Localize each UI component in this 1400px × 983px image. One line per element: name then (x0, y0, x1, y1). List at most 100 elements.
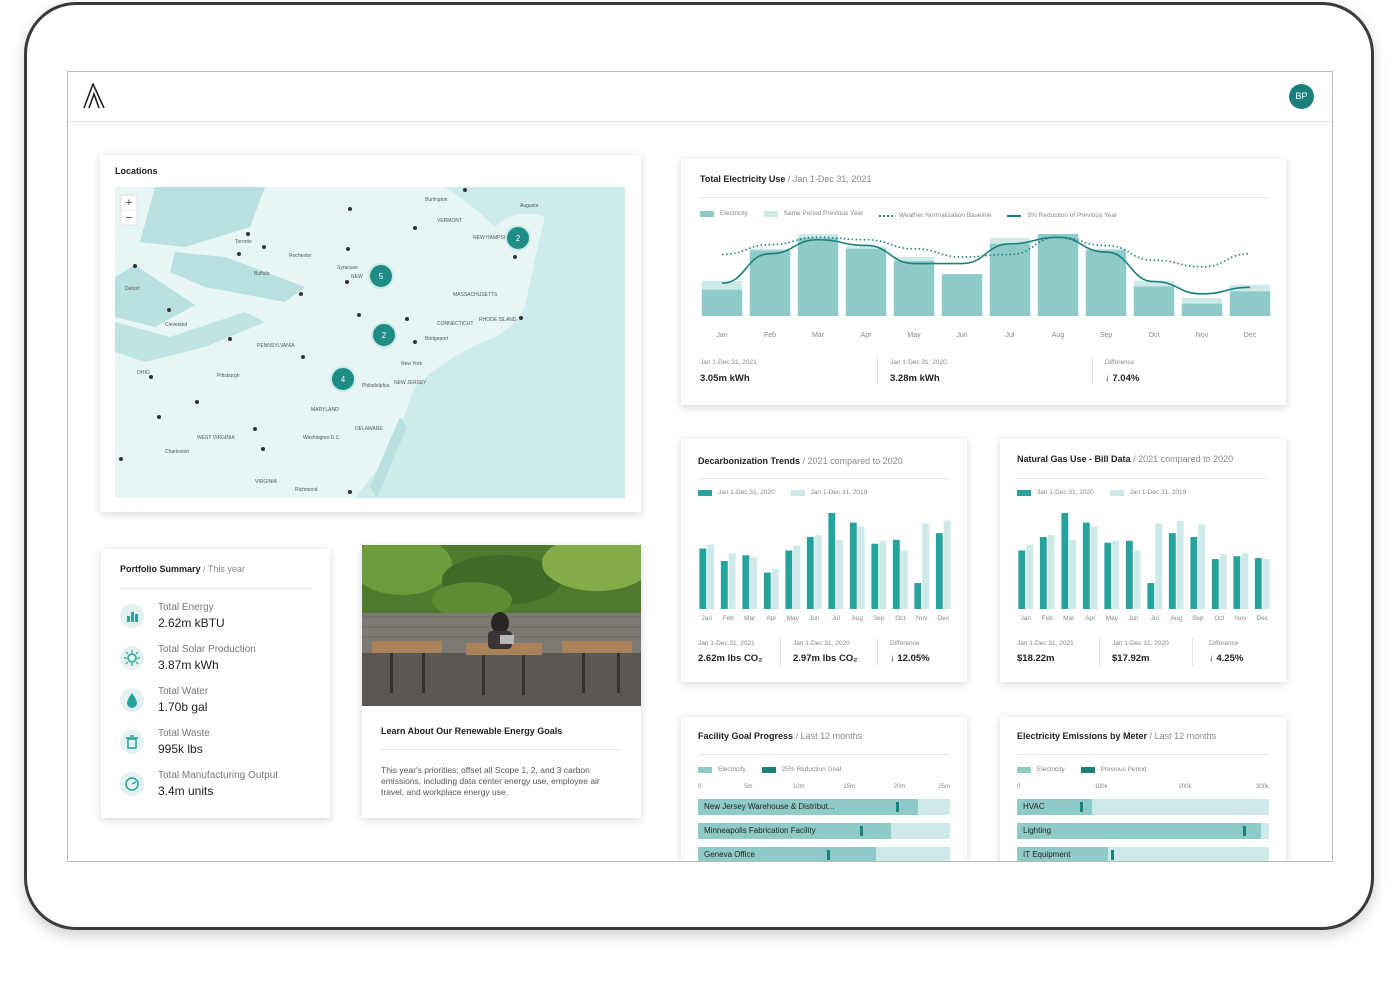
natural-gas-title: Natural Gas Use - Bill Data / 2021 compa… (1017, 454, 1234, 464)
series-a-bar[interactable] (871, 543, 879, 609)
location-cluster[interactable] (505, 225, 531, 251)
series-a-bar[interactable] (1233, 556, 1241, 609)
electricity-bar[interactable] (1037, 234, 1079, 316)
series-a-bar[interactable] (806, 537, 814, 609)
progress-row[interactable]: New Jersey Warehouse & Distribut... (698, 799, 950, 815)
series-a-bar[interactable] (699, 548, 707, 609)
renewable-goals-card[interactable]: Learn About Our Renewable Energy Goals T… (362, 545, 641, 818)
series-b-bar[interactable] (900, 550, 908, 609)
series-a-bar[interactable] (742, 555, 750, 609)
location-cluster[interactable] (368, 263, 394, 289)
map-label: Syracuse (337, 265, 358, 271)
series-a-bar[interactable] (1061, 513, 1069, 609)
electricity-bar[interactable] (893, 261, 935, 316)
electricity-bar[interactable] (1133, 286, 1175, 316)
map-label: PENNSYLVANIA (257, 343, 295, 349)
series-b-bar[interactable] (1112, 540, 1120, 609)
map[interactable]: Augusta Burlington VERMONT NEW HAMPSHIRE… (115, 187, 625, 498)
electricity-bar[interactable] (1229, 291, 1271, 316)
electricity-bar[interactable] (1085, 250, 1127, 316)
trash-icon (120, 730, 144, 754)
series-a-bar[interactable] (1147, 583, 1155, 609)
series-b-bar[interactable] (1047, 535, 1055, 609)
location-cluster[interactable] (371, 322, 397, 348)
map-label: Pittsburgh (217, 373, 240, 379)
electricity-bar[interactable] (941, 274, 983, 316)
decarbonization-title: Decarbonization Trends / 2021 compared t… (698, 456, 903, 466)
series-b-bar[interactable] (1262, 559, 1270, 609)
series-b-bar[interactable] (793, 545, 801, 609)
series-a-bar[interactable] (763, 572, 771, 609)
stat-label: Jan 1-Dec 31, 2021 (700, 359, 757, 366)
axis-tick-label: 300k (1255, 784, 1269, 790)
series-b-bar[interactable] (1198, 524, 1206, 609)
series-b-bar[interactable] (814, 535, 822, 609)
electricity-bar[interactable] (989, 243, 1031, 316)
series-a-bar[interactable] (1168, 533, 1176, 609)
progress-row[interactable]: Lighting (1017, 823, 1269, 839)
series-b-bar[interactable] (1241, 553, 1249, 609)
app-logo-icon[interactable] (82, 81, 106, 114)
electricity-bar[interactable] (749, 250, 791, 316)
series-a-bar[interactable] (1082, 522, 1090, 609)
series-b-bar[interactable] (879, 540, 887, 609)
progress-row[interactable]: Minneapolis Fabrication Facility (698, 823, 950, 839)
stat-label: Jan 1-Dec 31, 2020 (1112, 640, 1169, 647)
facility-legend: Electricity 25% Reduction Goal (698, 766, 855, 775)
renewable-title[interactable]: Learn About Our Renewable Energy Goals (381, 726, 563, 736)
stat-label: Jan 1-Dec 31, 2021 (698, 640, 755, 647)
series-a-bar[interactable] (892, 539, 900, 609)
map-label: MARYLAND (311, 407, 339, 413)
series-b-bar[interactable] (771, 568, 779, 609)
stat-value: 2.97m lbs CO₂ (793, 653, 858, 664)
progress-row[interactable]: Geneva Office (698, 847, 950, 861)
series-b-bar[interactable] (1026, 544, 1034, 609)
series-b-bar[interactable] (1155, 523, 1163, 609)
series-b-bar[interactable] (1133, 550, 1141, 609)
series-a-bar[interactable] (785, 550, 793, 609)
series-a-bar[interactable] (828, 513, 836, 609)
series-a-bar[interactable] (1104, 542, 1112, 609)
series-a-bar[interactable] (1039, 537, 1047, 609)
map-label: Philadelphia (362, 383, 389, 389)
axis-tick-label: 15m (843, 784, 856, 790)
series-b-bar[interactable] (750, 557, 758, 609)
electricity-bar[interactable] (797, 238, 839, 316)
series-b-bar[interactable] (1219, 554, 1227, 609)
series-a-bar[interactable] (1018, 550, 1026, 609)
series-a-bar[interactable] (1211, 559, 1219, 609)
electricity-bar[interactable] (701, 289, 743, 316)
map-label: NEW HAMPSHIRE (473, 235, 516, 241)
series-b-bar[interactable] (1090, 526, 1098, 609)
zoom-in-button[interactable]: + (126, 197, 132, 209)
portfolio-item-label: Total Manufacturing Output (158, 770, 279, 781)
series-a-bar[interactable] (849, 522, 857, 609)
map-label: Washington D.C. (303, 435, 341, 441)
portfolio-item-value: 1.70b gal (158, 700, 208, 714)
locations-card: Locations (100, 155, 641, 512)
series-b-bar[interactable] (728, 553, 736, 609)
location-cluster[interactable] (330, 366, 356, 392)
series-a-bar[interactable] (935, 533, 943, 609)
locations-title: Locations (115, 166, 158, 176)
series-b-bar[interactable] (1069, 539, 1077, 609)
progress-row[interactable]: IT Equipment (1017, 847, 1269, 861)
series-b-bar[interactable] (1176, 520, 1184, 609)
series-a-bar[interactable] (720, 561, 728, 609)
series-b-bar[interactable] (836, 539, 844, 609)
stat-label: Jan 1-Dec 31, 2020 (793, 640, 850, 647)
series-b-bar[interactable] (922, 523, 930, 609)
series-b-bar[interactable] (707, 544, 715, 609)
series-a-bar[interactable] (1190, 537, 1198, 609)
progress-row[interactable]: HVAC (1017, 799, 1269, 815)
user-avatar[interactable]: BP (1289, 84, 1314, 109)
series-b-bar[interactable] (857, 526, 865, 609)
series-b-bar[interactable] (943, 520, 951, 609)
zoom-out-button[interactable]: − (126, 212, 132, 224)
series-a-bar[interactable] (1125, 540, 1133, 609)
axis-tick-label: 10m (792, 784, 805, 790)
electricity-bar[interactable] (1181, 303, 1223, 316)
series-a-bar[interactable] (914, 583, 922, 609)
series-a-bar[interactable] (1254, 558, 1262, 609)
electricity-bar[interactable] (845, 248, 887, 316)
